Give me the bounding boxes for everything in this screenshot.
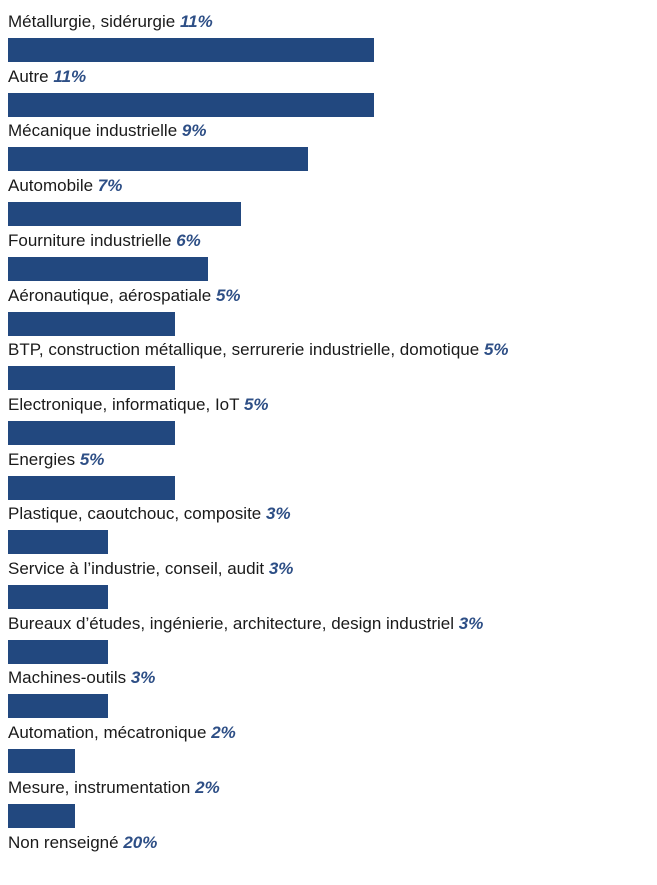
value-label: 3% — [458, 613, 484, 633]
category-name: Electronique, informatique, IoT — [8, 394, 240, 414]
bar — [8, 147, 308, 172]
category-label: Bureaux d’études, ingénierie, architectu… — [8, 612, 483, 636]
category-label: Automation, mécatronique 2% — [8, 721, 236, 745]
category-name: Plastique, caoutchouc, composite — [8, 504, 262, 524]
value-label: 7% — [97, 176, 123, 196]
category-label: Mesure, instrumentation 2% — [8, 776, 220, 800]
bar-row: Machines-outils 3% — [8, 666, 653, 720]
bar — [8, 475, 175, 500]
bar — [8, 420, 175, 445]
category-label: Automobile 7% — [8, 174, 122, 198]
category-name: Métallurgie, sidérurgie — [8, 12, 176, 31]
category-name: Non renseigné — [8, 832, 119, 852]
category-name: Aéronautique, aérospatiale — [8, 285, 212, 305]
value-label: 3% — [268, 559, 294, 578]
value-label: 3% — [266, 504, 291, 524]
category-name: Automation, mécatronique — [8, 723, 207, 743]
bar — [8, 38, 375, 62]
bar — [8, 530, 108, 555]
value-label: 11% — [53, 66, 87, 86]
bar-row: Mécanique industrielle 9% — [8, 119, 653, 173]
value-label: 5% — [483, 340, 509, 360]
bar — [8, 256, 208, 281]
category-label: Non renseigné 20% — [8, 831, 157, 855]
bar-row: Service à l’industrie, conseil, audit 3% — [8, 557, 653, 611]
bar — [8, 92, 375, 117]
category-label: Aéronautique, aérospatiale 5% — [8, 284, 241, 308]
category-name: Automobile — [8, 176, 94, 196]
category-name: Mesure, instrumentation — [8, 777, 191, 797]
value-label: 6% — [176, 230, 201, 250]
category-name: Mécanique industrielle — [8, 121, 178, 141]
value-label: 2% — [211, 723, 236, 743]
bar-row: Fourniture industrielle 6% — [8, 229, 653, 283]
bar-row: Plastique, caoutchouc, composite 3% — [8, 502, 653, 556]
category-name: Autre — [8, 66, 49, 86]
bar-row: Métallurgie, sidérurgie 11% — [8, 10, 653, 64]
bar-row: Mesure, instrumentation 2% — [8, 776, 653, 830]
category-label: Energies 5% — [8, 448, 104, 472]
bar — [8, 749, 75, 774]
category-label: Mécanique industrielle 9% — [8, 119, 206, 143]
bar — [8, 311, 175, 336]
bar — [8, 366, 175, 391]
value-label: 5% — [79, 449, 105, 469]
category-label: Métallurgie, sidérurgie 11% — [8, 10, 213, 34]
bar-row: Non renseigné 20% — [8, 831, 653, 885]
bar — [8, 202, 242, 227]
bar — [8, 694, 108, 719]
value-label: 3% — [130, 668, 156, 688]
value-label: 11% — [179, 12, 213, 31]
bar-row: Automobile 7% — [8, 174, 653, 228]
category-name: BTP, construction métallique, serrurerie… — [8, 340, 480, 360]
value-label: 5% — [243, 394, 269, 414]
bar-row: Automation, mécatronique 2% — [8, 721, 653, 775]
category-name: Energies — [8, 449, 76, 469]
bar-row: Energies 5% — [8, 448, 653, 502]
category-label: Service à l’industrie, conseil, audit 3% — [8, 557, 293, 581]
bar-row: BTP, construction métallique, serrurerie… — [8, 338, 653, 392]
category-name: Machines-outils — [8, 668, 127, 688]
category-name: Fourniture industrielle — [8, 230, 172, 250]
category-label: Fourniture industrielle 6% — [8, 229, 201, 253]
bar-row: Aéronautique, aérospatiale 5% — [8, 284, 653, 338]
value-label: 9% — [181, 121, 207, 141]
bar-row: Electronique, informatique, IoT 5% — [8, 393, 653, 447]
category-label: Plastique, caoutchouc, composite 3% — [8, 502, 291, 526]
bar-row: Autre 11% — [8, 65, 653, 119]
category-label: Electronique, informatique, IoT 5% — [8, 393, 269, 417]
bar-row: Bureaux d’études, ingénierie, architectu… — [8, 612, 653, 666]
bar — [8, 639, 108, 664]
category-label: Machines-outils 3% — [8, 666, 155, 690]
value-label: 20% — [123, 832, 158, 852]
bar — [8, 803, 75, 828]
category-label: Autre 11% — [8, 65, 86, 89]
category-name: Bureaux d’études, ingénierie, architectu… — [8, 613, 455, 633]
bar-chart: Métallurgie, sidérurgie 11% Autre 11% Méca… — [8, 10, 653, 852]
category-label: BTP, construction métallique, serrurerie… — [8, 338, 509, 362]
category-name: Service à l’industrie, conseil, audit — [8, 559, 265, 578]
value-label: 5% — [215, 285, 241, 305]
value-label: 2% — [195, 777, 220, 797]
bar — [8, 585, 108, 609]
